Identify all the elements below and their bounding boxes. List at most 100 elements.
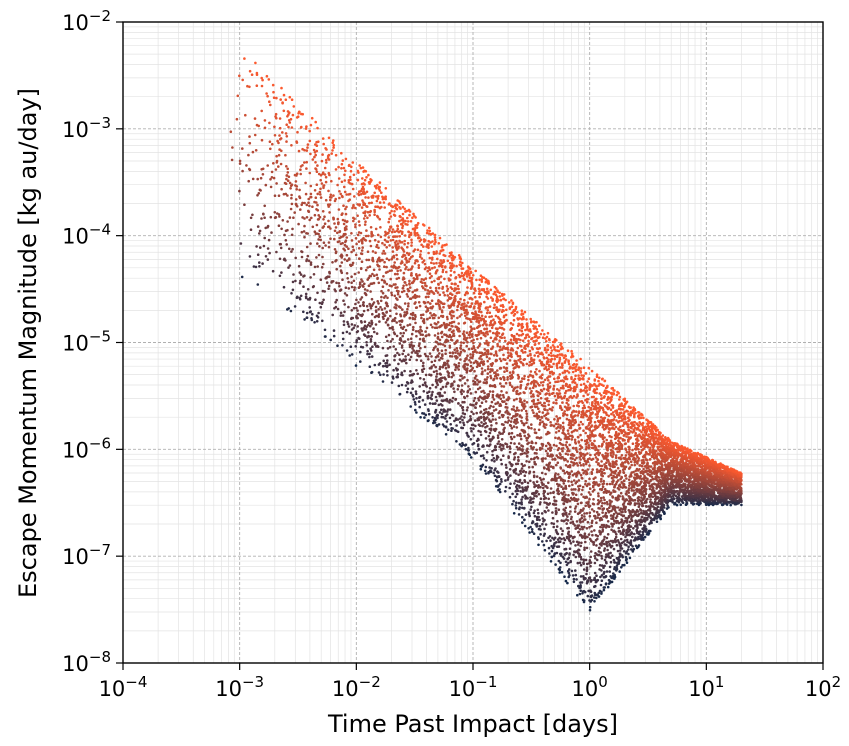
data-point bbox=[538, 518, 541, 522]
data-point bbox=[345, 272, 349, 275]
data-point bbox=[329, 193, 333, 197]
data-point bbox=[467, 347, 471, 351]
data-point bbox=[332, 334, 336, 338]
data-point bbox=[317, 253, 321, 257]
data-point bbox=[465, 408, 469, 412]
data-point bbox=[349, 345, 353, 349]
data-point bbox=[584, 540, 587, 544]
data-point bbox=[328, 211, 331, 214]
data-point bbox=[330, 179, 333, 183]
data-point bbox=[488, 427, 492, 431]
data-point bbox=[472, 412, 475, 416]
data-point bbox=[386, 347, 390, 350]
data-point bbox=[320, 159, 324, 163]
data-point bbox=[450, 316, 454, 320]
data-point bbox=[548, 381, 552, 385]
data-point bbox=[567, 403, 570, 407]
data-point bbox=[427, 333, 431, 336]
data-point bbox=[368, 365, 372, 369]
data-point bbox=[432, 363, 436, 367]
data-point bbox=[426, 355, 430, 358]
data-point bbox=[382, 373, 385, 376]
data-point bbox=[582, 463, 585, 466]
data-point bbox=[319, 193, 322, 196]
data-point bbox=[595, 375, 599, 379]
data-point bbox=[395, 235, 399, 238]
data-point bbox=[469, 356, 472, 359]
data-point bbox=[288, 264, 292, 267]
data-point bbox=[427, 295, 430, 299]
data-point bbox=[290, 126, 294, 129]
data-point bbox=[608, 570, 611, 573]
data-point bbox=[299, 273, 303, 276]
data-point bbox=[541, 336, 545, 340]
data-point bbox=[387, 258, 391, 262]
data-point bbox=[345, 245, 349, 248]
data-point bbox=[319, 278, 323, 282]
data-point bbox=[304, 127, 308, 130]
data-point bbox=[323, 166, 327, 170]
data-point bbox=[426, 301, 430, 304]
data-point bbox=[439, 281, 443, 284]
data-point bbox=[470, 278, 474, 282]
data-point bbox=[474, 333, 478, 337]
data-point bbox=[603, 570, 606, 574]
data-point bbox=[508, 495, 512, 499]
data-point bbox=[366, 216, 369, 220]
data-point bbox=[382, 249, 386, 253]
data-point bbox=[243, 203, 246, 206]
data-point bbox=[506, 378, 509, 381]
data-point bbox=[385, 282, 389, 286]
data-point bbox=[570, 352, 574, 356]
data-point bbox=[550, 365, 554, 369]
data-point bbox=[571, 363, 575, 367]
data-point bbox=[542, 534, 546, 537]
data-point bbox=[482, 389, 485, 393]
data-point bbox=[569, 542, 573, 545]
data-point bbox=[262, 213, 265, 216]
data-point bbox=[400, 383, 404, 387]
data-point bbox=[317, 172, 321, 176]
data-point bbox=[533, 370, 537, 374]
data-point bbox=[457, 273, 461, 277]
data-point bbox=[598, 423, 602, 427]
data-point bbox=[317, 218, 321, 221]
data-point bbox=[607, 540, 610, 544]
data-point bbox=[543, 548, 547, 552]
data-point bbox=[576, 414, 580, 417]
data-point bbox=[509, 441, 513, 445]
data-point bbox=[484, 472, 488, 475]
data-point bbox=[384, 197, 388, 201]
data-point bbox=[350, 323, 354, 326]
data-point bbox=[382, 275, 385, 278]
data-point bbox=[483, 342, 487, 345]
data-point bbox=[539, 533, 542, 536]
data-point bbox=[579, 433, 582, 437]
data-point bbox=[485, 339, 488, 343]
data-point bbox=[373, 191, 377, 195]
data-point bbox=[448, 408, 452, 411]
data-point bbox=[640, 459, 643, 462]
data-point bbox=[579, 370, 582, 373]
data-point bbox=[382, 312, 385, 316]
data-point bbox=[516, 489, 520, 493]
data-point bbox=[344, 207, 347, 211]
data-points bbox=[229, 57, 743, 612]
data-point bbox=[498, 357, 502, 361]
data-point bbox=[624, 535, 627, 539]
data-point bbox=[466, 354, 469, 358]
data-point bbox=[601, 511, 604, 514]
data-point bbox=[317, 311, 320, 315]
data-point bbox=[537, 515, 540, 519]
data-point bbox=[533, 402, 537, 406]
data-point bbox=[408, 297, 412, 301]
data-point bbox=[537, 511, 540, 515]
data-point bbox=[290, 202, 294, 206]
data-point bbox=[479, 410, 483, 414]
data-point bbox=[489, 368, 493, 371]
data-point bbox=[408, 323, 412, 326]
data-point bbox=[387, 289, 390, 292]
data-point bbox=[249, 228, 253, 231]
data-point bbox=[579, 383, 583, 387]
